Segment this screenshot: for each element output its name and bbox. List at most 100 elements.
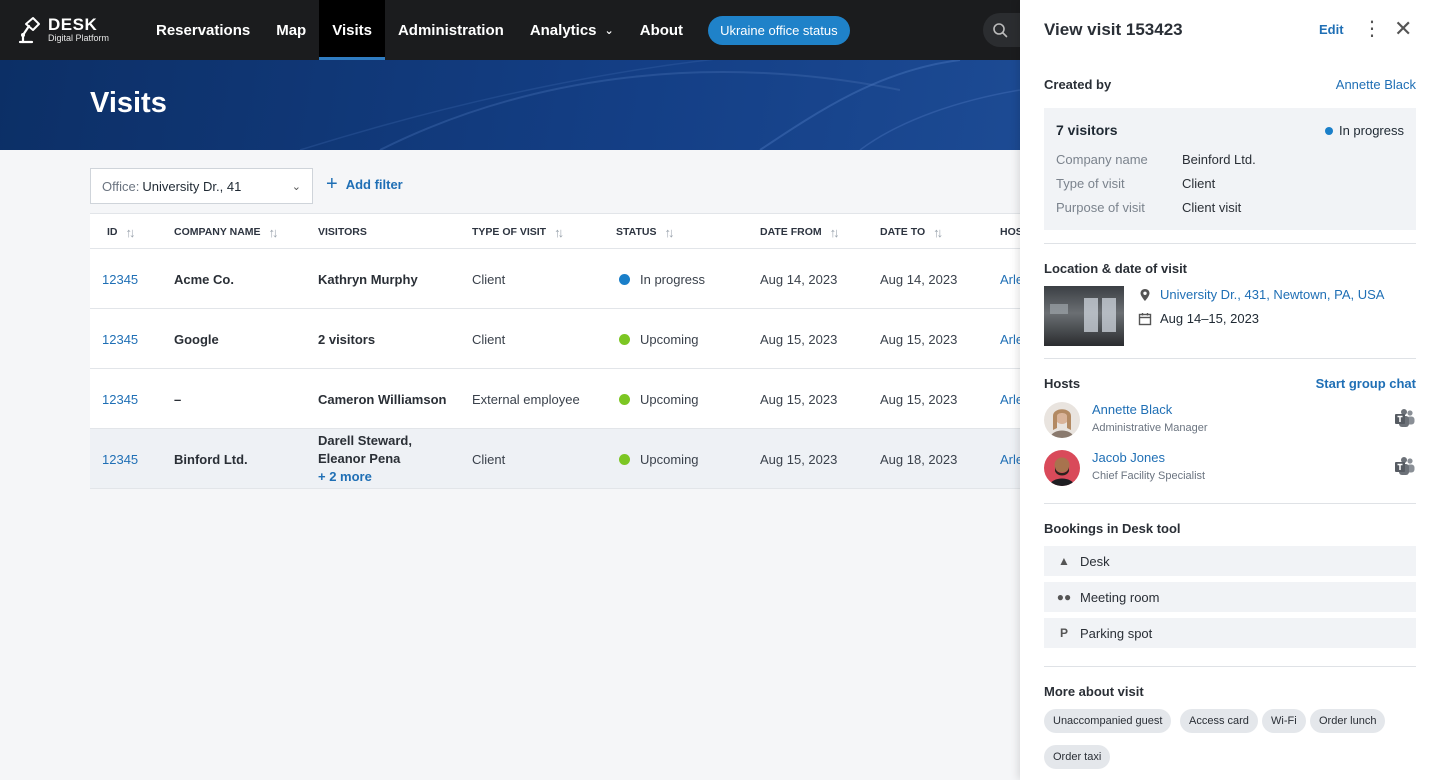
desk-lamp-icon	[18, 17, 40, 44]
cell-type: Client	[472, 331, 506, 347]
booking-label: Parking spot	[1080, 625, 1153, 641]
divider	[1044, 503, 1416, 504]
visitor-name: Eleanor Pena	[318, 451, 401, 466]
column-header-label: Company name	[174, 226, 261, 238]
column-header-type[interactable]: Type of visit ↑↓	[472, 214, 564, 250]
address-row: University Dr., 431, Newtown, PA, USA	[1138, 287, 1384, 302]
edit-button[interactable]: Edit	[1319, 22, 1344, 37]
nav-reservations[interactable]: Reservations	[156, 21, 251, 39]
cell-date-to: Aug 15, 2023	[880, 391, 958, 407]
table-row[interactable]: 12345 – Cameron Williamson External empl…	[90, 369, 1024, 429]
sort-icon: ↑↓	[933, 224, 943, 240]
nav-about[interactable]: About	[639, 21, 684, 39]
type-label: Type of visit	[1056, 176, 1125, 191]
chip-wifi: Wi-Fi	[1262, 709, 1306, 733]
column-header-company[interactable]: Company name ↑↓	[174, 214, 279, 250]
column-header-label: Visitors	[318, 226, 367, 238]
avatar	[1044, 402, 1080, 438]
add-filter-label: Add filter	[345, 176, 403, 192]
booking-meeting-room[interactable]: ●● Meeting room	[1044, 582, 1416, 612]
panel-title: View visit 153423	[1044, 20, 1183, 39]
booking-label: Desk	[1080, 553, 1110, 569]
more-about-label: More about visit	[1044, 684, 1144, 699]
column-header-label: Type of visit	[472, 226, 547, 238]
purpose-label: Purpose of visit	[1056, 200, 1145, 215]
column-header-label: Date to	[880, 226, 926, 238]
table-row-selected[interactable]: 12345 Binford Ltd. Darell Steward, Elean…	[90, 429, 1024, 489]
desk-logo[interactable]: DESK Digital Platform	[16, 15, 143, 45]
cell-host[interactable]: Arle	[1000, 391, 1024, 407]
company-label: Company name	[1056, 152, 1148, 167]
cell-id[interactable]: 12345	[102, 331, 139, 347]
column-header-label: Date from	[760, 226, 822, 238]
chip-access-card: Access card	[1180, 709, 1258, 733]
type-row: Type of visit Client	[1056, 176, 1215, 191]
created-by-link[interactable]: Annette Black	[1335, 77, 1416, 92]
office-photo	[1044, 286, 1124, 346]
cell-id[interactable]: 12345	[102, 271, 139, 287]
cell-status: Upcoming	[619, 369, 699, 429]
host-name-link[interactable]: Annette Black	[1092, 402, 1173, 417]
divider	[1044, 358, 1416, 359]
cell-status: Upcoming	[619, 429, 699, 489]
host-name-link[interactable]: Jacob Jones	[1092, 450, 1165, 465]
location-label: Location & date of visit	[1044, 261, 1188, 276]
cell-host[interactable]: Arle	[1000, 451, 1024, 467]
add-filter-button[interactable]: + Add filter	[326, 174, 403, 194]
created-by-label: Created by	[1044, 77, 1112, 92]
purpose-value: Client visit	[1182, 200, 1242, 215]
status-label: In progress	[640, 271, 706, 287]
sort-icon: ↑↓	[829, 224, 840, 240]
host-role: Administrative Manager	[1092, 422, 1208, 434]
cell-type: Client	[472, 451, 506, 467]
photo-window	[1102, 298, 1116, 332]
table-row[interactable]: 12345 Google 2 visitors Client Upcoming …	[90, 309, 1024, 369]
logo-title: DESK	[48, 14, 98, 34]
visitor-name: Darell Steward,	[318, 433, 412, 448]
column-header-host: Hos	[1000, 214, 1023, 250]
column-header-id[interactable]: ID ↑↓	[107, 214, 136, 250]
cell-date-from: Aug 14, 2023	[760, 271, 838, 287]
status-dot	[619, 333, 630, 345]
search-icon	[993, 23, 1008, 38]
address-link[interactable]: University Dr., 431, Newtown, PA, USA	[1160, 287, 1385, 302]
table-row[interactable]: 12345 Acme Co. Kathryn Murphy Client In …	[90, 249, 1024, 309]
status-label: Upcoming	[640, 331, 699, 347]
divider	[1044, 243, 1416, 244]
cell-type: External employee	[472, 391, 580, 407]
cell-id[interactable]: 12345	[102, 391, 139, 407]
cell-visitors: Darell Steward, Eleanor Pena + 2 more	[318, 429, 412, 489]
cell-host[interactable]: Arle	[1000, 331, 1024, 347]
cell-host[interactable]: Arle	[1000, 271, 1024, 287]
more-options-icon[interactable]: ⋮	[1362, 18, 1382, 40]
cell-id[interactable]: 12345	[102, 451, 139, 467]
bookings-label: Bookings in Desk tool	[1044, 521, 1181, 536]
nav-map[interactable]: Map	[276, 21, 307, 39]
nav-administration[interactable]: Administration	[397, 21, 504, 39]
booking-desk[interactable]: ▲ Desk	[1044, 546, 1416, 576]
more-visitors-link[interactable]: + 2 more	[318, 469, 372, 484]
column-header-date-from[interactable]: Date from ↑↓	[760, 214, 840, 250]
dates-row: Aug 14–15, 2023	[1138, 311, 1259, 326]
company-value: Beinford Ltd.	[1182, 152, 1256, 167]
status-dot	[1324, 126, 1333, 135]
nav-visits[interactable]: Visits	[319, 0, 385, 60]
parking-icon: P	[1059, 626, 1068, 640]
column-header-status[interactable]: Status ↑↓	[616, 214, 674, 250]
teams-chat-icon[interactable]	[1394, 408, 1416, 428]
banner-decoration	[299, 60, 1021, 150]
teams-chat-icon[interactable]	[1394, 456, 1416, 476]
chip-order-lunch: Order lunch	[1310, 709, 1386, 733]
host-item: Jacob Jones Chief Facility Specialist	[1044, 450, 1416, 490]
office-status-button[interactable]: Ukraine office status	[708, 15, 850, 45]
nav-analytics[interactable]: Analytics ⌄	[517, 0, 627, 60]
page-title: Visits	[90, 87, 167, 119]
visit-summary-card: 7 visitors In progress Company name Beinf…	[1044, 108, 1416, 230]
close-icon[interactable]: ✕	[1394, 16, 1413, 41]
start-group-chat-link[interactable]: Start group chat	[1315, 376, 1416, 391]
cell-date-from: Aug 15, 2023	[760, 451, 838, 467]
booking-parking-spot[interactable]: P Parking spot	[1044, 618, 1416, 648]
hosts-label: Hosts	[1044, 376, 1081, 391]
column-header-date-to[interactable]: Date to ↑↓	[880, 214, 943, 250]
office-filter-select[interactable]: Office: University Dr., 41 ⌄	[90, 168, 313, 204]
